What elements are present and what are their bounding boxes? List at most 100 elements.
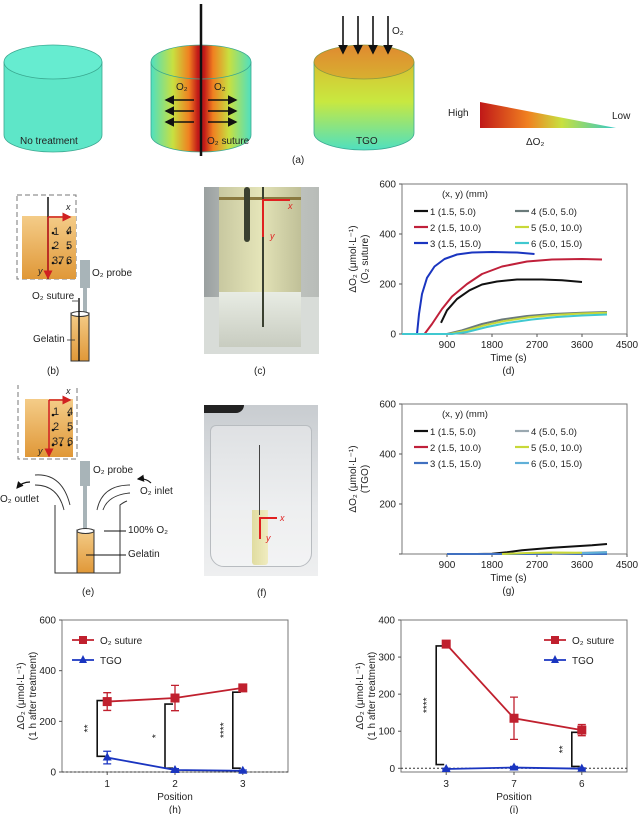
y-axis-title: ΔO₂ (μmol·L⁻¹) [16,662,27,729]
legend-swatch-marker [79,655,87,663]
legend-label: O₂ suture [100,636,143,647]
y-label-photo-f: y [266,533,271,543]
legend-label: 4 (5.0, 5.0) [531,207,577,218]
y-label-photo-c: y [270,231,275,241]
x-tick-label: 3600 [571,560,594,571]
panel-label: (h) [169,805,181,814]
y-tick-label: 400 [378,616,395,627]
panel-label: (d) [502,366,514,377]
significance-bracket [96,699,106,758]
legend-label: 1 (1.5, 5.0) [430,427,476,438]
x-tick-label: 3600 [571,340,594,351]
o2-probe-body [80,260,90,288]
data-point-triangle [441,764,451,773]
data-point-square [509,713,519,723]
y-tick-label: 200 [378,690,395,701]
data-point-square [102,697,112,707]
o2-inlet-label: O₂ inlet [140,486,173,497]
data-point-triangle [170,764,180,773]
panel-label: (g) [502,586,514,597]
x-axis-title: Position [157,792,193,803]
significance-bracket [571,731,580,768]
x-tick-label: 1800 [481,340,504,351]
o2-left-label: O₂ [176,82,188,93]
gelatin-label-e: Gelatin [128,549,160,560]
caption-no-treatment: No treatment [20,136,78,147]
panel-b-diagram [16,194,90,362]
point-label-5: 5 [66,240,73,252]
legend-label: 3 (1.5, 15.0) [430,239,481,250]
y-tick-label: 200 [39,717,56,728]
series-line [423,258,603,335]
axis-y-label-b: y [38,266,43,276]
gelatin-tube [70,312,90,362]
point-label-e-6: 6 [67,436,74,448]
x-axis-title: Position [496,792,532,803]
significance-label: ** [558,745,569,753]
photo-o2-suture-setup: x y [204,187,319,354]
legend-label: 6 (5.0, 15.0) [531,239,582,250]
y-tick-label: 0 [389,764,395,775]
significance-label: * [151,734,162,738]
data-point-square [577,725,587,735]
y-tick-label: 0 [50,768,56,779]
y-tick-label: 200 [379,280,396,291]
y-axis-subtitle: (TGO) [360,465,371,493]
legend-label: O₂ suture [572,636,615,647]
data-point-square [170,693,180,703]
x-label-photo-c: x [288,201,293,211]
x-tick-label: 1800 [481,560,504,571]
x-tick-label: 3 [443,779,449,790]
cylinder-tgo [313,16,415,151]
x-tick-label: 2700 [526,560,549,571]
cylinder-no-treatment [3,44,103,153]
data-point-triangle [238,765,248,774]
delta-o2-gradient-legend [480,102,616,128]
point-label-2: 2 [53,240,60,252]
x-tick-label: 900 [439,560,456,571]
legend-label: 5 (5.0, 10.0) [531,223,582,234]
x-axis-title: Time (s) [490,573,526,584]
y-axis-subtitle: (O₂ suture) [360,235,371,284]
y-tick-label: 100 [378,727,395,738]
panel-e-diagram [16,385,152,574]
y-tick-label: 300 [378,653,395,664]
legend-low-label: Low [612,111,631,122]
legend-label: 2 (1.5, 10.0) [430,223,481,234]
oxygen-down-arrows [338,16,393,55]
y-tick-label: 0 [390,330,396,341]
legend-label: 2 (1.5, 10.0) [430,443,481,454]
series-line [416,251,535,335]
chart-i: 0 100 200 300 400 3 7 6 Position (i) ΔO₂ (μmol·L⁻¹… [355,616,628,814]
wrap-photo [219,292,301,347]
panel-e-label: (e) [82,587,95,598]
plot-frame [401,183,628,335]
y-axis-title: ΔO₂ (μmol·L⁻¹) [348,445,359,512]
x-tick-label: 4500 [616,340,639,351]
y-tick-label: 400 [379,230,396,241]
x-tick-label: 7 [511,779,517,790]
x-label-photo-f: x [280,513,285,523]
point-label-e-4: 4 [67,406,74,418]
point-label-e-37: 37 [52,436,65,448]
data-point-square [238,683,248,693]
y-tick-label: 400 [39,666,56,677]
y-axis-title: ΔO₂ (μmol·L⁻¹) [348,225,359,292]
series-line [440,278,583,324]
x-tick-label: 2700 [526,340,549,351]
x-tick-label: 1 [104,779,110,790]
point-label-e-2: 2 [53,421,60,433]
data-point-triangle [509,762,519,771]
significance-label: **** [219,722,230,738]
data-point-triangle [102,752,112,761]
series-line [581,551,608,555]
cylinder-o2-suture [150,4,252,156]
legend-delta-o2-title: ΔO₂ [526,137,545,148]
legend-high-label: High [448,108,469,119]
tgo-o2-label: O₂ [392,26,404,37]
legend-swatch-marker [79,636,87,644]
photo-tgo-setup: x y [204,405,318,576]
panel-a-label: (a) [292,155,305,166]
o2-probe-label-b: O₂ probe [92,268,133,279]
point-labels-col1: 1 [53,226,60,238]
